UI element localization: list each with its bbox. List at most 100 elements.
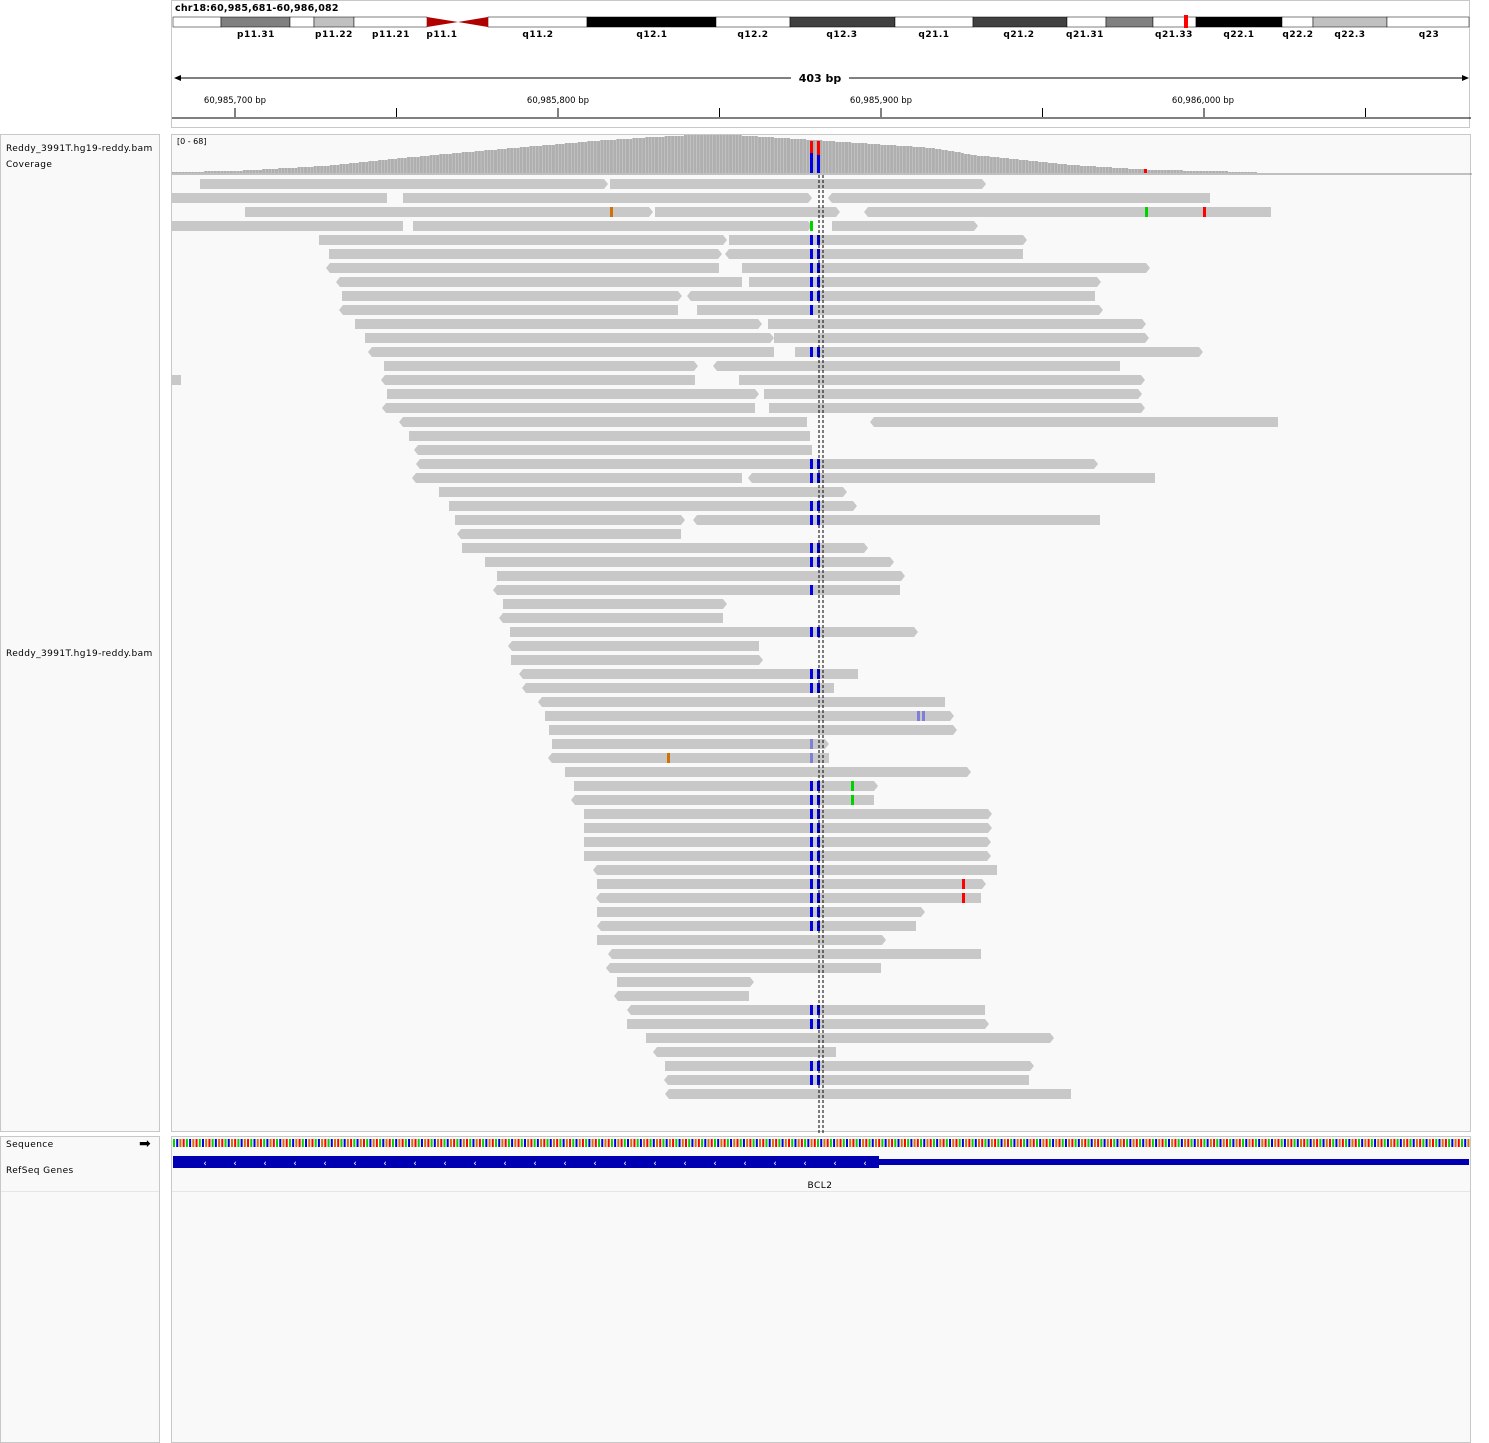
mismatch-base	[810, 459, 813, 469]
coverage-bar	[899, 146, 903, 173]
coverage-bar	[1083, 166, 1087, 173]
read	[385, 375, 691, 385]
read	[612, 949, 977, 959]
read	[668, 1075, 1025, 1085]
coverage-bar	[326, 166, 330, 173]
coverage-bar	[1009, 159, 1013, 173]
sequence-base	[665, 1139, 668, 1147]
sequence-base	[201, 1139, 204, 1147]
genes-track-name[interactable]: RefSeq Genes	[6, 1166, 74, 1176]
band-label: q21.2	[1003, 30, 1034, 40]
coverage-bar	[1041, 162, 1045, 173]
read-tail	[769, 403, 773, 413]
coverage-bar	[626, 139, 630, 173]
sequence-base	[920, 1139, 923, 1147]
read	[601, 921, 912, 931]
coverage-bar	[490, 150, 494, 173]
sequence-base	[1023, 1139, 1026, 1147]
sequence-track-name[interactable]: Sequence	[6, 1140, 54, 1150]
read-tail	[768, 319, 772, 329]
sequence-base	[939, 1139, 942, 1147]
coverage-bar	[1141, 169, 1145, 173]
coverage-allele-t	[1144, 169, 1147, 173]
coverage-bar	[278, 168, 282, 173]
feature-view[interactable]: BCL2 ‹ ‹ ‹ ‹ ‹ ‹ ‹ ‹ ‹ ‹ ‹ ‹ ‹ ‹ ‹ ‹ ‹ ‹ ‹ ‹ ‹ ‹ ‹	[172, 1137, 1472, 1197]
coverage-bar	[748, 136, 752, 173]
sequence-base	[388, 1139, 391, 1147]
right-arrow-icon[interactable]: ➡	[139, 1136, 151, 1152]
band-label: q12.1	[636, 30, 667, 40]
read-tip	[1267, 207, 1271, 217]
read-tail	[339, 305, 343, 315]
coverage-bar	[287, 168, 291, 173]
mismatch-base	[810, 907, 813, 917]
coverage-bar	[1112, 168, 1116, 173]
sequence-base	[620, 1139, 623, 1147]
band-label: q22.3	[1334, 30, 1365, 40]
gene-name-label[interactable]: BCL2	[807, 1181, 832, 1191]
coverage-bar	[1031, 161, 1035, 173]
alignment-view[interactable]: [0 - 68]	[172, 135, 1472, 1133]
sequence-base	[292, 1139, 295, 1147]
sequence-base	[1132, 1139, 1135, 1147]
sequence-base	[343, 1139, 346, 1147]
mismatch-base	[810, 683, 813, 693]
read-tip	[870, 795, 874, 805]
sequence-base	[581, 1139, 584, 1147]
genomic-ruler[interactable]: 403 bp 60,985,700 bp 60,985,800 bp 60,985,9…	[172, 59, 1471, 129]
mismatch-base	[817, 809, 820, 819]
sequence-base	[723, 1139, 726, 1147]
coverage-bar	[310, 167, 314, 173]
sequence-base	[517, 1139, 520, 1147]
coverage-bar	[394, 159, 398, 173]
read-tail	[828, 193, 832, 203]
read-tail	[617, 977, 621, 987]
band-label: p11.21	[372, 30, 410, 40]
read	[359, 319, 758, 329]
coverage-bar	[200, 172, 204, 173]
coverage-bar	[877, 144, 881, 173]
sequence-base	[1441, 1139, 1444, 1147]
coverage-bar	[1183, 171, 1187, 173]
sequence-base	[823, 1139, 826, 1147]
sequence-base	[1467, 1139, 1470, 1147]
sequence-base	[456, 1139, 459, 1147]
read	[772, 319, 1142, 329]
sequence-base	[916, 1139, 919, 1147]
sequence-base	[1396, 1139, 1399, 1147]
coverage-bar	[1195, 171, 1199, 173]
sequence-base	[1048, 1139, 1051, 1147]
coverage-bar	[529, 146, 533, 173]
coverage-bar	[931, 148, 935, 173]
coverage-bar	[993, 157, 997, 173]
read	[588, 823, 988, 833]
sequence-base	[662, 1139, 665, 1147]
chromosome-ideogram[interactable]: p11.31 p11.22 p11.21 p11.1 q11.2 q12.1 q12.2 q1…	[172, 13, 1471, 55]
coverage-bar	[352, 163, 356, 173]
coverage-bar	[1005, 158, 1009, 173]
read	[466, 543, 864, 553]
mismatch-base	[810, 557, 813, 567]
coverage-bar	[1105, 167, 1109, 173]
mismatch-base	[810, 235, 813, 245]
read-tip	[681, 515, 685, 525]
read	[832, 193, 1206, 203]
coverage-bar	[1173, 170, 1177, 173]
sequence-base	[820, 1139, 823, 1147]
sequence-base	[430, 1139, 433, 1147]
sequence-base	[540, 1139, 543, 1147]
sequence-base	[221, 1139, 224, 1147]
read-tail	[665, 1089, 669, 1099]
alignment-track-name[interactable]: Reddy_3991T.hg19-reddy.bam	[6, 649, 153, 659]
read-tip	[877, 963, 881, 973]
sequence-base	[1271, 1139, 1274, 1147]
coverage-bar	[719, 135, 723, 173]
coverage-track-name[interactable]: Reddy_3991T.hg19-reddy.bam Coverage	[6, 144, 153, 170]
ideogram-band	[487, 16, 588, 28]
sequence-base	[945, 1139, 948, 1147]
coverage-bar	[986, 156, 990, 173]
read-tip	[694, 361, 698, 371]
read-tail	[355, 319, 359, 329]
coverage-bar	[1080, 166, 1084, 173]
coverage-bar	[587, 141, 591, 173]
